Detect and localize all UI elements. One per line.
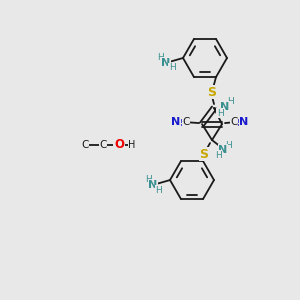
Text: N: N (220, 102, 230, 112)
Text: S: S (200, 148, 208, 160)
Text: S: S (208, 85, 217, 99)
Text: H: H (225, 141, 231, 150)
Text: N: N (148, 180, 158, 190)
Text: H: H (158, 52, 164, 62)
Text: C: C (81, 140, 89, 150)
Text: C: C (99, 140, 107, 150)
Text: H: H (169, 64, 176, 73)
Text: O: O (114, 139, 124, 152)
Text: H: H (217, 109, 224, 118)
Text: H: H (214, 151, 221, 160)
Text: N: N (171, 117, 181, 127)
Text: H: H (128, 140, 136, 150)
Text: C: C (182, 117, 190, 127)
Text: C: C (230, 117, 238, 127)
Text: N: N (218, 145, 228, 155)
Text: H: H (156, 186, 162, 195)
Text: N: N (239, 117, 249, 127)
Text: H: H (145, 175, 152, 184)
Text: H: H (226, 97, 233, 106)
Text: N: N (161, 58, 171, 68)
